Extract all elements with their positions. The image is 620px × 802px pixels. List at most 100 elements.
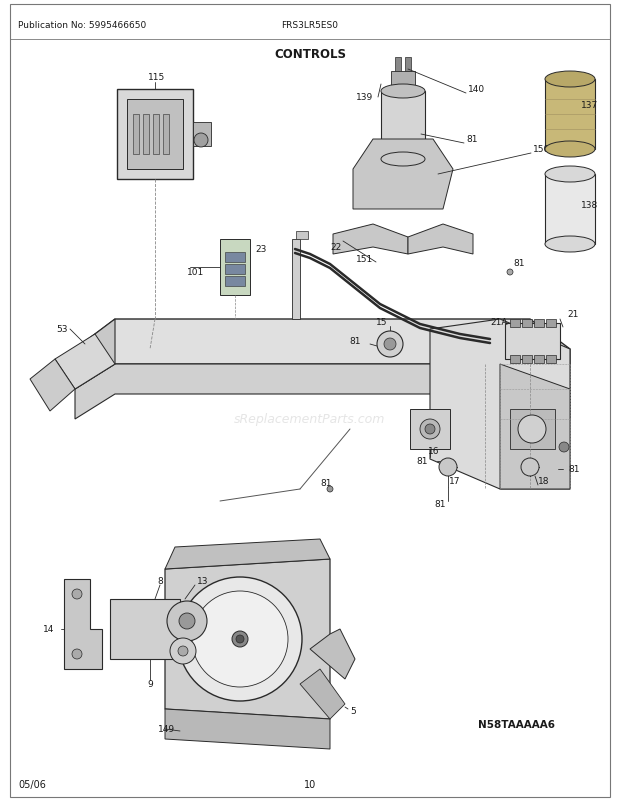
- Bar: [292, 240, 300, 320]
- Polygon shape: [75, 320, 115, 390]
- Bar: [60, 310, 580, 419]
- Polygon shape: [310, 630, 355, 679]
- Circle shape: [327, 486, 333, 492]
- Circle shape: [559, 443, 569, 452]
- Circle shape: [507, 269, 513, 276]
- Text: 05/06: 05/06: [18, 779, 46, 789]
- Text: 81: 81: [568, 465, 580, 474]
- Polygon shape: [75, 365, 570, 419]
- Polygon shape: [30, 359, 75, 411]
- Bar: [225, 253, 245, 263]
- Bar: [143, 115, 149, 155]
- Text: 138: 138: [581, 201, 598, 210]
- Text: 8: 8: [157, 577, 163, 585]
- Circle shape: [439, 459, 457, 476]
- Ellipse shape: [545, 142, 595, 158]
- Text: 151: 151: [356, 255, 373, 264]
- Circle shape: [167, 602, 207, 642]
- Bar: [510, 355, 520, 363]
- Circle shape: [236, 635, 244, 643]
- Text: 140: 140: [468, 85, 485, 95]
- Polygon shape: [381, 92, 425, 160]
- Text: 17: 17: [450, 477, 461, 486]
- Polygon shape: [55, 334, 115, 390]
- Bar: [546, 355, 556, 363]
- Bar: [153, 115, 159, 155]
- Text: 101: 101: [187, 268, 204, 277]
- Text: sReplacementParts.com: sReplacementParts.com: [234, 413, 386, 426]
- Text: 15: 15: [376, 318, 388, 327]
- Bar: [225, 277, 245, 286]
- Polygon shape: [333, 225, 408, 255]
- Text: 5: 5: [350, 707, 356, 715]
- Text: 10: 10: [304, 779, 316, 789]
- Polygon shape: [244, 636, 279, 674]
- Bar: [405, 58, 411, 72]
- Circle shape: [72, 649, 82, 659]
- Text: FRS3LR5ES0: FRS3LR5ES0: [281, 21, 339, 30]
- Bar: [485, 314, 575, 365]
- Text: 53: 53: [56, 325, 68, 334]
- Bar: [510, 320, 520, 327]
- Text: 81: 81: [349, 337, 361, 346]
- Polygon shape: [165, 539, 330, 569]
- Bar: [505, 323, 560, 359]
- Bar: [133, 115, 139, 155]
- Circle shape: [518, 415, 546, 444]
- Text: 81: 81: [513, 259, 525, 268]
- Ellipse shape: [545, 237, 595, 253]
- Polygon shape: [430, 320, 570, 489]
- Circle shape: [521, 459, 539, 476]
- Text: N58TAAAAA6: N58TAAAAA6: [478, 719, 555, 729]
- Circle shape: [384, 338, 396, 350]
- Circle shape: [377, 331, 403, 358]
- Circle shape: [178, 577, 302, 701]
- Bar: [545, 80, 595, 150]
- Text: 137: 137: [581, 101, 598, 111]
- Text: 16: 16: [428, 447, 440, 456]
- Bar: [395, 58, 401, 72]
- Ellipse shape: [545, 72, 595, 88]
- Bar: [534, 355, 544, 363]
- Polygon shape: [300, 669, 345, 719]
- Circle shape: [425, 424, 435, 435]
- Circle shape: [420, 419, 440, 439]
- Circle shape: [179, 614, 195, 630]
- Polygon shape: [165, 709, 330, 749]
- Polygon shape: [408, 225, 473, 255]
- Polygon shape: [64, 579, 102, 669]
- Bar: [348, 68, 606, 293]
- Circle shape: [194, 134, 208, 148]
- Circle shape: [232, 631, 248, 647]
- Polygon shape: [75, 320, 570, 390]
- Circle shape: [170, 638, 196, 664]
- Bar: [163, 115, 169, 155]
- Bar: [117, 90, 193, 180]
- Bar: [534, 320, 544, 327]
- Circle shape: [72, 589, 82, 599]
- Bar: [35, 501, 420, 769]
- Text: 21A: 21A: [490, 318, 508, 327]
- Bar: [546, 320, 556, 327]
- Circle shape: [178, 646, 188, 656]
- Polygon shape: [228, 602, 262, 638]
- Text: 149: 149: [158, 724, 175, 734]
- Text: 21: 21: [567, 310, 578, 319]
- Bar: [193, 123, 211, 147]
- Text: 81: 81: [320, 479, 332, 488]
- Bar: [522, 355, 532, 363]
- Text: 81: 81: [416, 457, 428, 466]
- Circle shape: [192, 591, 288, 687]
- Text: 139: 139: [356, 93, 373, 103]
- Bar: [220, 240, 250, 296]
- Bar: [110, 599, 180, 659]
- Bar: [522, 320, 532, 327]
- Text: 18: 18: [538, 477, 549, 486]
- Polygon shape: [165, 559, 330, 719]
- Polygon shape: [500, 365, 570, 489]
- Polygon shape: [353, 140, 453, 210]
- Bar: [391, 72, 415, 92]
- Text: 81: 81: [434, 500, 446, 508]
- Text: 150: 150: [533, 145, 551, 154]
- Text: 22: 22: [330, 243, 341, 252]
